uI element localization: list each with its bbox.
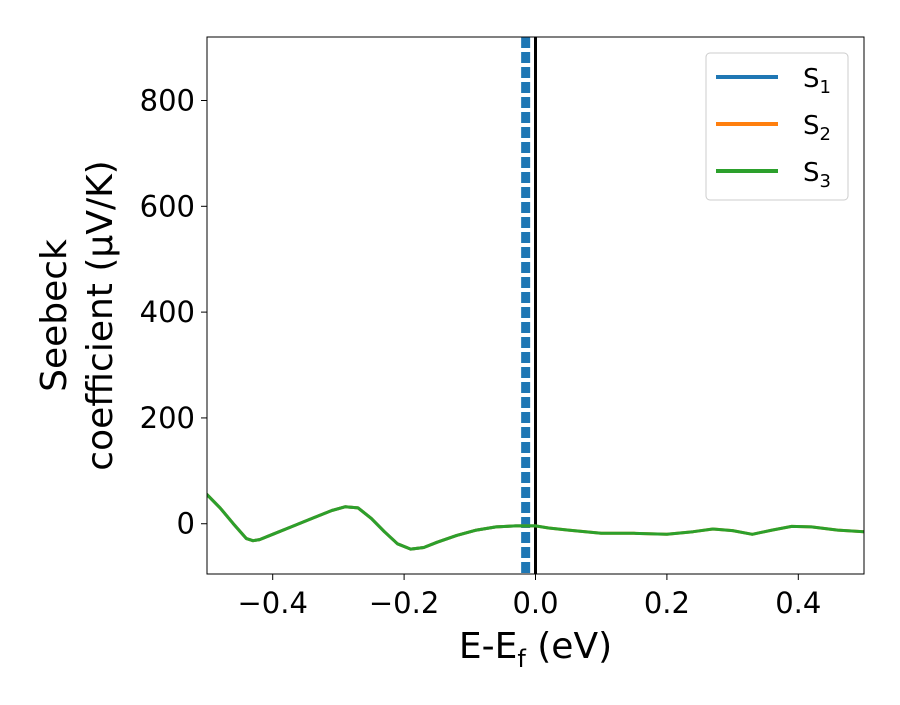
y-tick-label: 0 <box>177 507 195 541</box>
y-tick-label: 600 <box>140 189 195 223</box>
legend: S1 S2 S3 <box>705 52 849 201</box>
y-axis-label: Seebeck coefficient (μV/K) <box>34 160 121 470</box>
y-axis: 0 200 400 600 800 <box>140 83 207 541</box>
x-tick-label: −0.2 <box>369 586 439 620</box>
legend-label-1: S1 <box>803 64 831 98</box>
y-tick-label: 800 <box>140 83 195 117</box>
x-tick-label: −0.4 <box>237 586 307 620</box>
x-tick-label: 0.4 <box>775 586 821 620</box>
x-axis-label: E-Ef (eV) <box>459 626 612 673</box>
x-tick-label: 0.2 <box>644 586 690 620</box>
legend-label-3: S3 <box>803 158 831 192</box>
y-axis-label-line1: Seebeck <box>34 239 75 392</box>
legend-label-2: S2 <box>803 111 831 145</box>
y-tick-label: 200 <box>140 401 195 435</box>
y-tick-label: 400 <box>140 295 195 329</box>
x-tick-label: 0.0 <box>512 586 558 620</box>
x-axis: −0.4 −0.2 0.0 0.2 0.4 <box>237 574 821 620</box>
y-axis-label-line2: coefficient (μV/K) <box>80 160 121 470</box>
series-line-3 <box>207 493 864 551</box>
legend-box <box>705 52 849 201</box>
